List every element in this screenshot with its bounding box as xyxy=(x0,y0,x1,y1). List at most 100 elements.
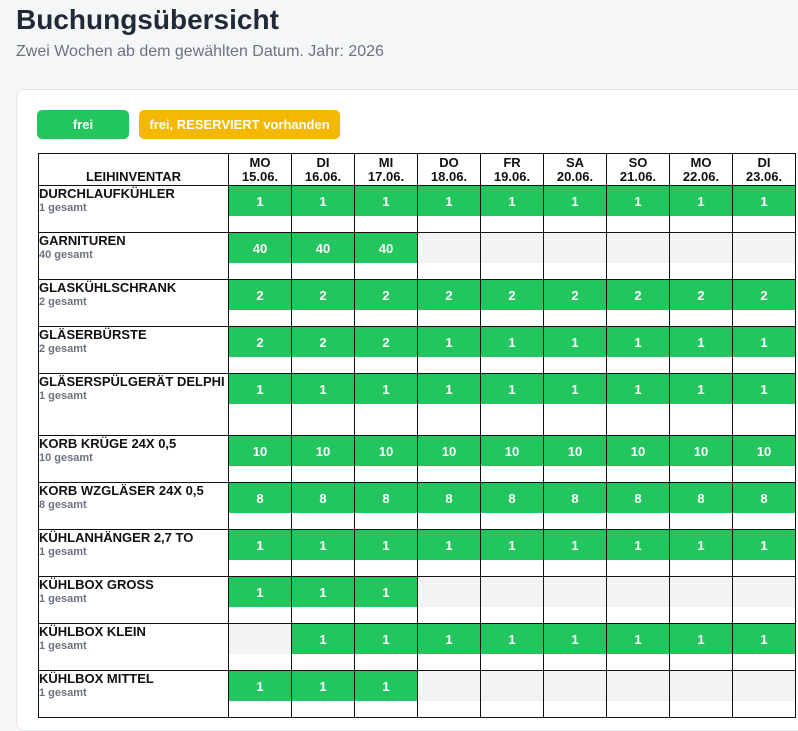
availability-cell[interactable] xyxy=(417,232,481,280)
availability-cell[interactable] xyxy=(669,670,733,718)
availability-cell[interactable] xyxy=(228,623,292,671)
availability-cell[interactable]: 8 xyxy=(606,482,670,530)
availability-cell[interactable]: 8 xyxy=(543,482,607,530)
availability-cell[interactable]: 1 xyxy=(291,529,355,577)
availability-cell[interactable] xyxy=(417,576,481,624)
availability-cell[interactable]: 1 xyxy=(480,623,544,671)
availability-cell[interactable]: 1 xyxy=(417,326,481,374)
availability-cell[interactable]: 1 xyxy=(543,326,607,374)
availability-cell[interactable]: 1 xyxy=(228,529,292,577)
availability-cell[interactable]: 1 xyxy=(228,576,292,624)
availability-cell[interactable]: 2 xyxy=(291,326,355,374)
availability-cell[interactable]: 8 xyxy=(669,482,733,530)
availability-cell[interactable]: 1 xyxy=(732,623,796,671)
availability-cell[interactable] xyxy=(606,670,670,718)
availability-cell[interactable]: 1 xyxy=(291,623,355,671)
availability-cell[interactable]: 1 xyxy=(543,529,607,577)
availability-cell[interactable]: 40 xyxy=(228,232,292,280)
availability-free-badge: 1 xyxy=(229,577,291,607)
availability-cell[interactable]: 10 xyxy=(543,435,607,483)
availability-cell[interactable]: 1 xyxy=(480,529,544,577)
availability-cell[interactable] xyxy=(606,576,670,624)
availability-cell[interactable] xyxy=(480,670,544,718)
availability-cell[interactable]: 1 xyxy=(417,185,481,233)
availability-cell[interactable]: 10 xyxy=(669,435,733,483)
availability-cell[interactable]: 1 xyxy=(354,185,418,233)
availability-cell[interactable]: 2 xyxy=(480,279,544,327)
availability-cell[interactable]: 1 xyxy=(543,373,607,436)
availability-cell[interactable]: 1 xyxy=(669,373,733,436)
availability-cell[interactable]: 1 xyxy=(732,185,796,233)
availability-cell[interactable]: 1 xyxy=(291,670,355,718)
availability-cell[interactable]: 8 xyxy=(228,482,292,530)
availability-cell[interactable]: 1 xyxy=(228,670,292,718)
availability-cell[interactable]: 10 xyxy=(417,435,481,483)
availability-cell[interactable]: 1 xyxy=(732,373,796,436)
availability-cell[interactable]: 8 xyxy=(732,482,796,530)
availability-cell[interactable]: 1 xyxy=(732,326,796,374)
availability-cell[interactable]: 1 xyxy=(354,576,418,624)
availability-cell[interactable]: 1 xyxy=(228,373,292,436)
availability-cell[interactable]: 40 xyxy=(354,232,418,280)
availability-cell[interactable]: 1 xyxy=(480,326,544,374)
availability-cell[interactable] xyxy=(417,670,481,718)
availability-cell[interactable]: 2 xyxy=(228,326,292,374)
availability-cell[interactable]: 1 xyxy=(354,670,418,718)
availability-cell[interactable]: 1 xyxy=(354,373,418,436)
availability-cell[interactable]: 1 xyxy=(480,185,544,233)
availability-cell[interactable]: 1 xyxy=(606,373,670,436)
availability-cell[interactable]: 1 xyxy=(291,185,355,233)
availability-cell[interactable] xyxy=(669,232,733,280)
availability-cell[interactable]: 1 xyxy=(606,529,670,577)
availability-cell[interactable]: 1 xyxy=(291,373,355,436)
availability-cell[interactable]: 1 xyxy=(669,326,733,374)
availability-cell[interactable]: 2 xyxy=(732,279,796,327)
availability-cell[interactable] xyxy=(543,670,607,718)
availability-cell[interactable]: 2 xyxy=(669,279,733,327)
availability-cell[interactable]: 1 xyxy=(669,529,733,577)
availability-cell[interactable]: 1 xyxy=(228,185,292,233)
availability-cell[interactable] xyxy=(543,576,607,624)
availability-cell[interactable]: 2 xyxy=(354,279,418,327)
availability-cell[interactable]: 1 xyxy=(732,529,796,577)
availability-cell[interactable]: 1 xyxy=(480,373,544,436)
availability-cell[interactable] xyxy=(543,232,607,280)
availability-cell[interactable]: 1 xyxy=(417,623,481,671)
availability-cell[interactable]: 10 xyxy=(480,435,544,483)
availability-cell[interactable] xyxy=(480,232,544,280)
availability-cell[interactable] xyxy=(732,232,796,280)
availability-cell[interactable]: 2 xyxy=(228,279,292,327)
availability-cell[interactable]: 10 xyxy=(291,435,355,483)
availability-cell[interactable]: 10 xyxy=(606,435,670,483)
availability-cell[interactable]: 2 xyxy=(606,279,670,327)
availability-cell[interactable]: 10 xyxy=(732,435,796,483)
availability-cell[interactable]: 8 xyxy=(291,482,355,530)
availability-cell[interactable]: 8 xyxy=(417,482,481,530)
availability-cell[interactable]: 1 xyxy=(417,373,481,436)
availability-cell[interactable]: 2 xyxy=(354,326,418,374)
availability-cell[interactable]: 1 xyxy=(354,529,418,577)
availability-cell[interactable]: 10 xyxy=(228,435,292,483)
availability-cell[interactable]: 2 xyxy=(291,279,355,327)
availability-cell[interactable]: 1 xyxy=(669,623,733,671)
availability-cell[interactable]: 2 xyxy=(543,279,607,327)
availability-cell[interactable]: 10 xyxy=(354,435,418,483)
availability-cell[interactable]: 40 xyxy=(291,232,355,280)
availability-cell[interactable]: 1 xyxy=(669,185,733,233)
availability-cell[interactable]: 1 xyxy=(606,623,670,671)
availability-cell[interactable]: 1 xyxy=(543,185,607,233)
availability-cell[interactable]: 1 xyxy=(543,623,607,671)
availability-cell[interactable]: 1 xyxy=(606,326,670,374)
availability-cell[interactable] xyxy=(669,576,733,624)
availability-cell[interactable] xyxy=(732,576,796,624)
availability-cell[interactable] xyxy=(480,576,544,624)
availability-cell[interactable] xyxy=(732,670,796,718)
availability-cell[interactable]: 1 xyxy=(354,623,418,671)
availability-cell[interactable]: 8 xyxy=(480,482,544,530)
availability-cell[interactable]: 2 xyxy=(417,279,481,327)
availability-cell[interactable]: 1 xyxy=(291,576,355,624)
availability-cell[interactable]: 8 xyxy=(354,482,418,530)
availability-cell[interactable]: 1 xyxy=(417,529,481,577)
availability-cell[interactable] xyxy=(606,232,670,280)
availability-cell[interactable]: 1 xyxy=(606,185,670,233)
